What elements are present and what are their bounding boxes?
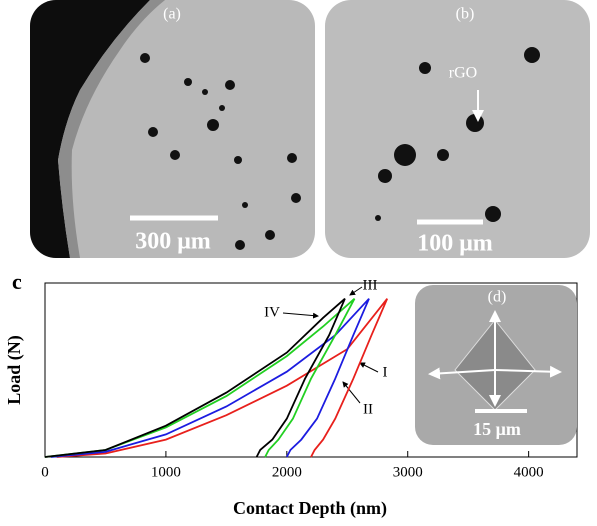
x-tick-label: 0 xyxy=(41,464,49,480)
sem-image-b xyxy=(325,0,590,258)
series-label: III xyxy=(363,277,378,293)
series-label: II xyxy=(363,401,373,417)
inset-label: (d) xyxy=(488,289,507,306)
panel-label: (b) xyxy=(456,6,475,23)
series-line xyxy=(44,298,346,458)
x-tick-label: 4000 xyxy=(514,464,544,480)
series-line xyxy=(44,298,356,458)
series-label: I xyxy=(383,364,388,380)
series-line xyxy=(50,298,370,458)
series-line xyxy=(57,298,389,458)
scale-bar-label: 100 μm xyxy=(417,231,493,257)
y-axis-label: Load (N) xyxy=(4,335,25,405)
x-tick-label: 2000 xyxy=(272,464,302,480)
curve-annotations xyxy=(282,286,379,404)
x-axis-label: Contact Depth (nm) xyxy=(233,498,387,519)
panel-label: c xyxy=(12,269,22,294)
sem-image-a xyxy=(30,0,315,258)
inset-image xyxy=(415,285,577,445)
panel-label: (a) xyxy=(163,6,181,23)
scale-bar-label: 300 μm xyxy=(135,229,211,255)
x-tick-label: 1000 xyxy=(151,464,181,480)
x-tick-label: 3000 xyxy=(393,464,423,480)
annotation: rGO xyxy=(449,65,477,82)
series-label: IV xyxy=(264,304,280,320)
scale-bar-label: 15 μm xyxy=(473,419,521,439)
